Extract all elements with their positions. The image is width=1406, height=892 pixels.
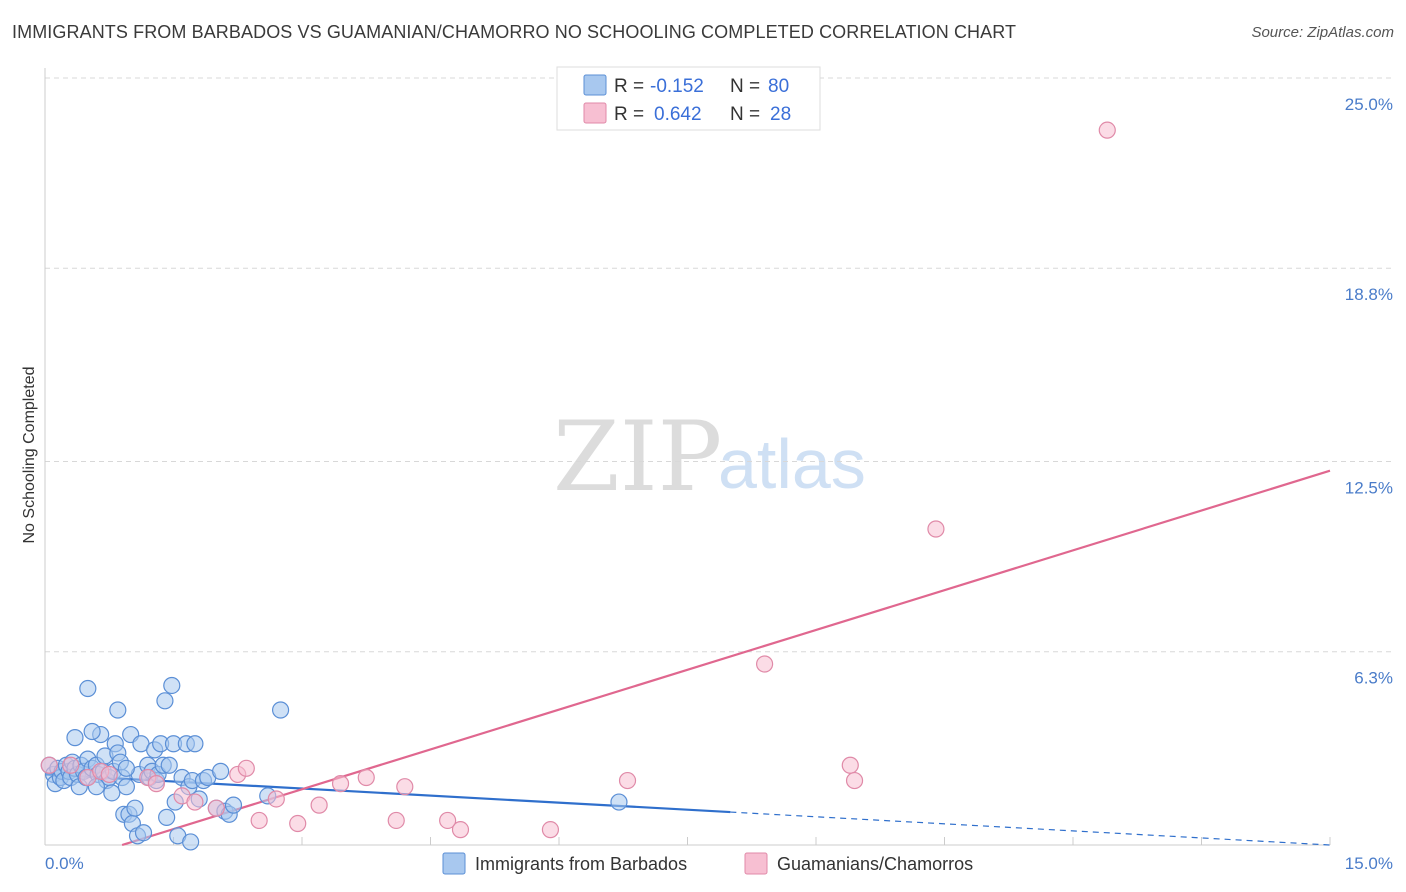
- data-point-chamorro: [267, 790, 285, 808]
- grid-layer: [45, 77, 1393, 653]
- data-point-barbados: [610, 793, 628, 811]
- bottom-legend-swatch-pink: [744, 852, 768, 875]
- data-point-chamorro: [451, 821, 470, 839]
- data-point-chamorro: [186, 793, 204, 811]
- data-point-chamorro: [237, 759, 255, 777]
- data-point-barbados: [163, 676, 181, 695]
- data-point-chamorro: [1098, 121, 1116, 139]
- data-point-chamorro: [396, 778, 414, 796]
- data-point-barbados: [182, 833, 200, 851]
- y-tick-label: 25.0%: [1345, 95, 1393, 114]
- legend-n-value: 28: [770, 104, 791, 125]
- watermark-zip: ZIP: [553, 401, 722, 513]
- trendline-barbados-extrapolated: [730, 811, 1331, 846]
- legend-r-label: R =: [614, 76, 644, 97]
- axis-layer: 6.3% 12.5% 18.8% 25.0% 0.0% 15.0%: [44, 68, 1393, 873]
- data-point-barbados: [126, 799, 144, 817]
- legend-n-label: N =: [730, 76, 760, 97]
- data-point-chamorro: [541, 821, 560, 839]
- bottom-legend-label-chamorro: Guamanians/Chamorros: [777, 854, 973, 874]
- trendline-chamorro: [121, 469, 1331, 847]
- data-point-barbados: [134, 824, 153, 842]
- data-point-chamorro: [250, 811, 268, 830]
- x-tick-label: 0.0%: [45, 854, 84, 873]
- data-point-barbados: [224, 796, 243, 814]
- data-point-chamorro: [289, 814, 307, 833]
- data-point-chamorro: [207, 799, 225, 817]
- data-point-barbados: [117, 759, 135, 777]
- chart-title: IMMIGRANTS FROM BARBADOS VS GUAMANIAN/CH…: [12, 22, 1017, 42]
- trend-layer: [44, 469, 1331, 847]
- data-point-chamorro: [357, 768, 375, 787]
- data-point-barbados: [66, 729, 84, 747]
- data-point-chamorro: [841, 756, 859, 774]
- data-point-barbados: [109, 701, 127, 719]
- data-point-chamorro: [618, 771, 637, 790]
- data-point-chamorro: [331, 775, 350, 793]
- top-legend: R = -0.152 N = 80 R = 0.642 N = 28: [556, 66, 821, 131]
- bottom-legend: Immigrants from Barbados Guamanians/Cham…: [442, 852, 973, 875]
- data-point-barbados: [156, 692, 174, 710]
- bottom-legend-swatch-blue: [442, 852, 466, 875]
- bottom-legend-label-barbados: Immigrants from Barbados: [475, 854, 687, 874]
- legend-swatch-pink: [583, 102, 607, 124]
- data-point-chamorro: [755, 655, 774, 673]
- x-tick-label: 15.0%: [1345, 854, 1393, 873]
- data-point-barbados: [186, 735, 204, 753]
- data-point-chamorro: [100, 765, 118, 784]
- point-layer: [40, 121, 1116, 851]
- data-point-barbados: [212, 762, 230, 780]
- y-tick-label: 6.3%: [1354, 669, 1393, 688]
- y-tick-label: 18.8%: [1345, 285, 1393, 304]
- y-tick-label: 12.5%: [1345, 479, 1393, 498]
- data-point-barbados: [83, 722, 101, 741]
- data-point-chamorro: [387, 811, 405, 830]
- data-point-barbados: [158, 808, 176, 826]
- data-point-barbados: [79, 679, 97, 698]
- data-point-chamorro: [40, 756, 58, 774]
- data-point-chamorro: [62, 756, 80, 774]
- legend-r-label: R =: [614, 104, 644, 125]
- legend-n-label: N =: [730, 104, 760, 125]
- data-point-barbados: [271, 701, 290, 719]
- data-point-chamorro: [927, 520, 945, 538]
- legend-n-value: 80: [768, 76, 789, 97]
- watermark-atlas: atlas: [718, 425, 866, 503]
- data-point-barbados: [160, 756, 178, 774]
- data-point-chamorro: [845, 771, 864, 790]
- legend-r-value: 0.642: [654, 104, 702, 125]
- data-point-barbados: [117, 778, 135, 796]
- legend-r-value: -0.152: [650, 76, 704, 97]
- data-point-barbados: [103, 784, 121, 802]
- legend-swatch-blue: [583, 74, 607, 96]
- y-axis-label: No Schooling Completed: [21, 367, 38, 544]
- data-point-chamorro: [310, 796, 328, 814]
- data-point-chamorro: [439, 811, 457, 830]
- data-point-chamorro: [147, 775, 165, 793]
- chart-source: Source: ZipAtlas.com: [1251, 24, 1394, 41]
